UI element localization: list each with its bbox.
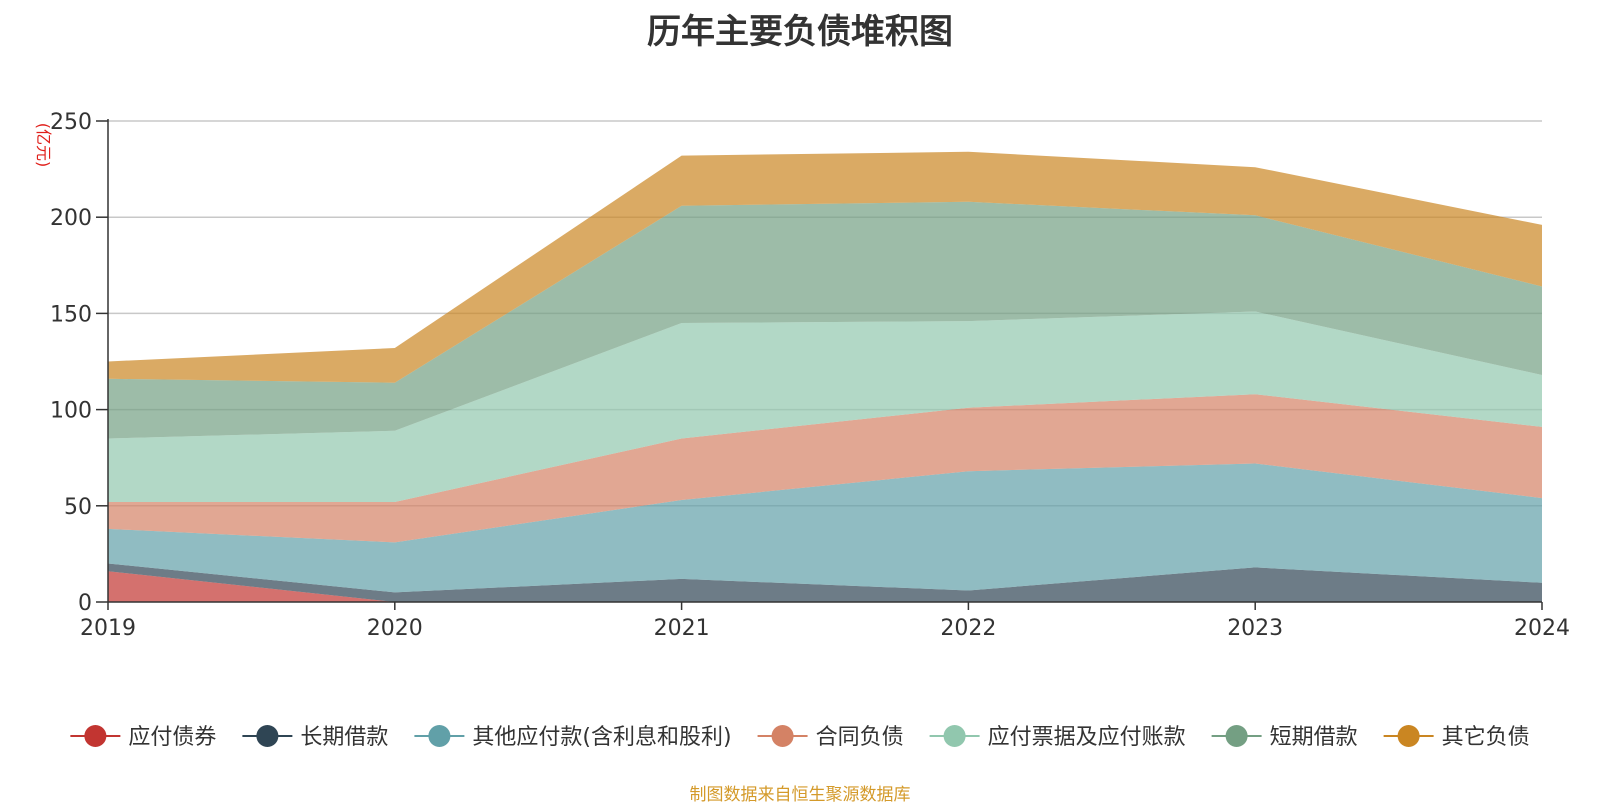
legend-label-6: 其它负债 (1442, 725, 1530, 750)
x-tick-label: 2023 (1227, 616, 1283, 641)
legend: 应付债券 长期借款 其他应付款(含利息和股利) 合同负债 应付票据及应付账款 短期借款 其它… (70, 725, 1530, 750)
y-tick-label: 100 (50, 399, 92, 424)
area-series-4 (108, 311, 1542, 502)
x-tick-label: 2020 (367, 616, 423, 641)
y-tick-label: 50 (64, 495, 92, 520)
legend-marker-3 (771, 725, 794, 747)
axis-layer: 0 50 100 150 200 250 2019 2020 2021 2022 2023 2024 (50, 110, 1570, 641)
legend-label-2: 其他应付款(含利息和股利) (472, 725, 731, 750)
legend-label-5: 短期借款 (1270, 725, 1358, 750)
y-axis-unit-label: (亿元) (34, 123, 53, 168)
area-series-6 (108, 151, 1542, 383)
x-tick-label: 2022 (940, 616, 996, 641)
legend-marker-6 (1397, 725, 1420, 747)
data-source-note: 制图数据来自恒生聚源数据库 (689, 785, 911, 805)
legend-label-3: 合同负债 (816, 725, 904, 750)
area-series-3 (108, 394, 1542, 543)
legend-label-1: 长期借款 (300, 725, 388, 750)
legend-marker-4 (943, 725, 966, 747)
area-layer (108, 151, 1542, 602)
area-series-5 (108, 201, 1542, 439)
area-series-1 (108, 563, 1542, 602)
x-tick-label: 2024 (1514, 616, 1570, 641)
legend-marker-1 (256, 725, 279, 747)
x-tick-label: 2021 (654, 616, 710, 641)
legend-marker-5 (1225, 725, 1248, 747)
legend-label-0: 应付债券 (128, 725, 216, 750)
area-series-0 (108, 571, 1542, 602)
legend-marker-2 (428, 725, 451, 747)
y-tick-label: 200 (50, 206, 92, 231)
y-tick-label: 150 (50, 302, 92, 327)
legend-marker-0 (84, 725, 107, 747)
chart-title: 历年主要负债堆积图 (647, 12, 953, 52)
legend-label-4: 应付票据及应付账款 (988, 725, 1186, 750)
area-series-2 (108, 463, 1542, 593)
x-tick-label: 2019 (80, 616, 136, 641)
y-tick-label: 0 (78, 591, 92, 616)
y-tick-label: 250 (50, 110, 92, 135)
